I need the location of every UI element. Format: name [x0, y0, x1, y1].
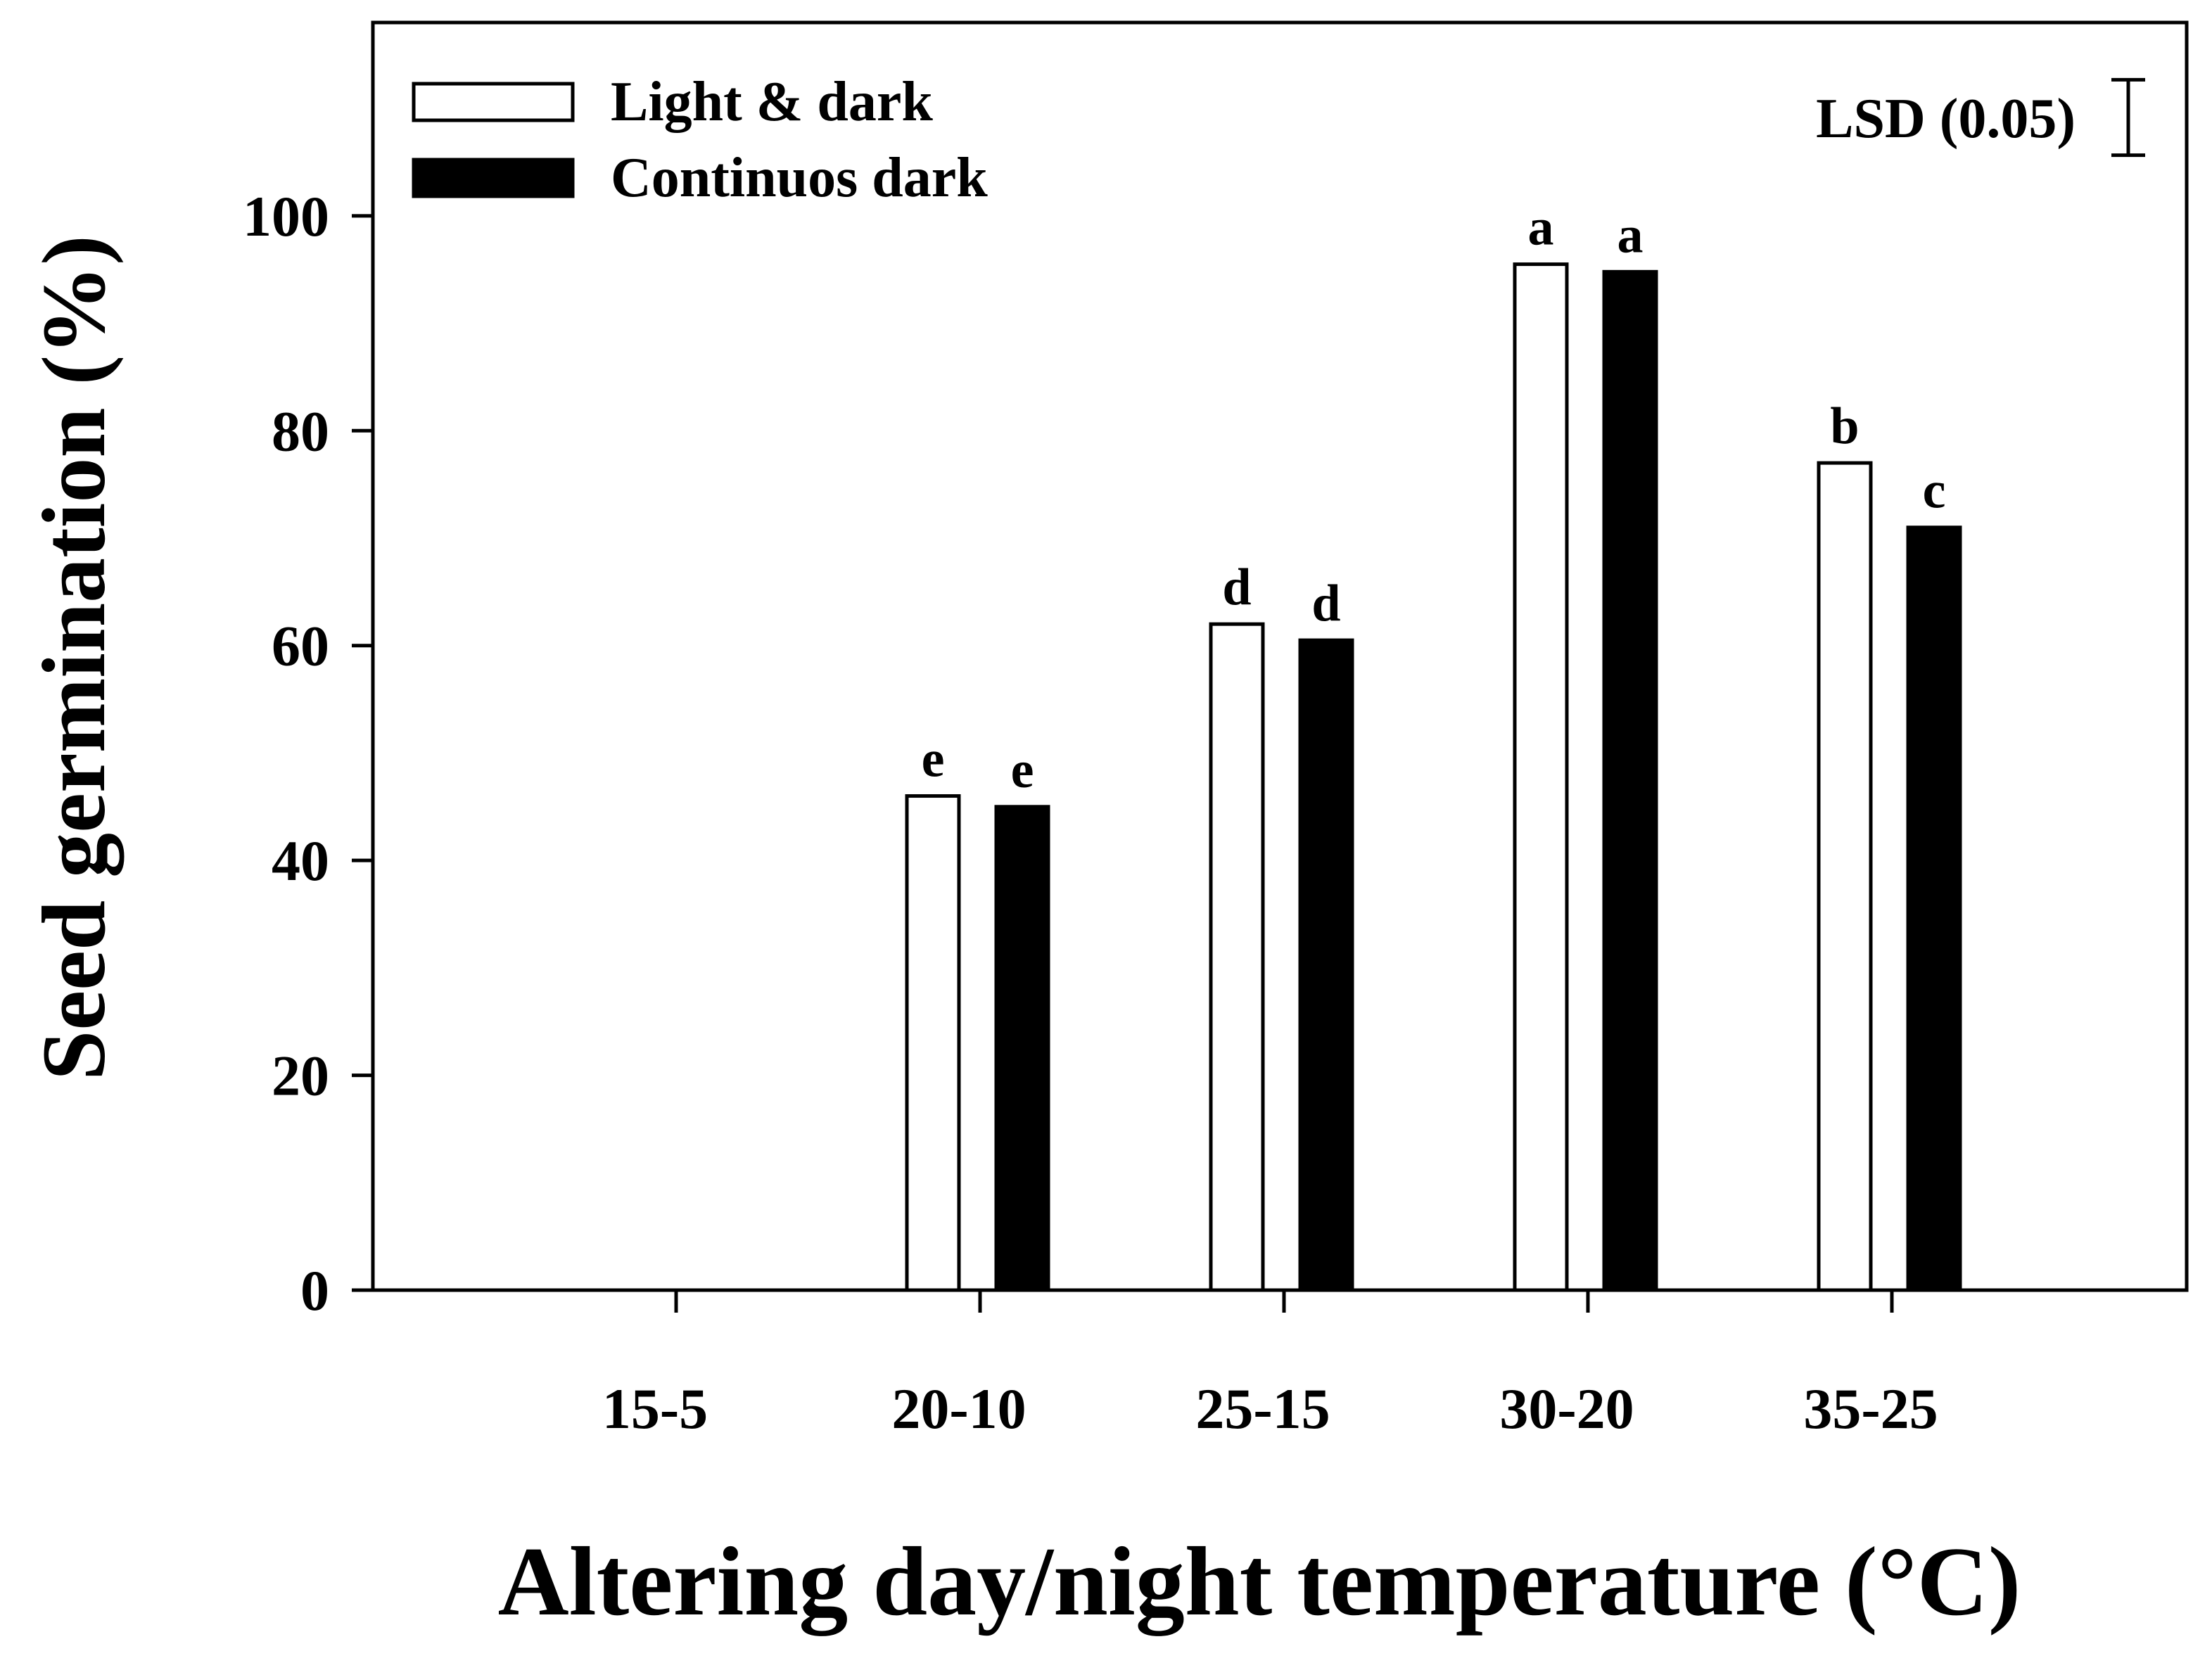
legend-swatch: [412, 158, 575, 198]
legend-label: Light & dark: [611, 71, 933, 133]
significance-letter: d: [1222, 559, 1251, 616]
significance-letter: c: [1923, 462, 1946, 520]
bars: e d a b e d a c: [905, 199, 1962, 1292]
y-tick-label: 100: [243, 184, 329, 248]
y-axis: 0 20 40 60 80 100: [243, 184, 373, 1322]
plot-frame: [371, 20, 2189, 1292]
significance-letter: e: [922, 731, 945, 789]
x-axis-title: Altering day/night temperature (°C): [498, 1527, 2021, 1636]
significance-letter: e: [1011, 741, 1034, 799]
bar-light-dark: [905, 794, 961, 1292]
lsd-label: LSD (0.05): [1816, 88, 2076, 150]
x-tick-label: 25-15: [1195, 1377, 1330, 1441]
bar-continuous-dark: [994, 805, 1050, 1292]
y-tick-label: 0: [300, 1258, 329, 1322]
significance-letter: d: [1311, 575, 1340, 632]
bar-continuous-dark: [1298, 638, 1354, 1292]
bar-light-dark: [1513, 262, 1569, 1292]
legend: Light & dark Continuos dark: [412, 71, 988, 209]
x-tick-label: 30-20: [1499, 1377, 1634, 1441]
plot-border: [371, 20, 2189, 1292]
bar-continuous-dark: [1602, 269, 1658, 1292]
legend-label: Continuos dark: [611, 147, 988, 209]
bar-light-dark: [1817, 461, 1873, 1292]
x-tick-label: 15-5: [602, 1377, 708, 1441]
x-axis: 15-5 20-10 25-15 30-20 35-25: [602, 1290, 1938, 1441]
bar-continuous-dark: [1906, 525, 1962, 1292]
y-tick-label: 80: [272, 399, 329, 463]
significance-letter: a: [1528, 199, 1554, 257]
x-tick-label: 35-25: [1803, 1377, 1938, 1441]
legend-swatch: [412, 82, 575, 122]
y-axis-title: Seed germination (%): [24, 235, 124, 1081]
x-tick-label: 20-10: [891, 1377, 1026, 1441]
y-tick-label: 60: [272, 614, 329, 678]
y-tick-label: 40: [272, 829, 329, 893]
y-tick-label: 20: [272, 1044, 329, 1108]
significance-letter: a: [1617, 206, 1644, 264]
significance-letter: b: [1830, 397, 1859, 455]
bar-light-dark: [1209, 622, 1265, 1292]
lsd-indicator: LSD (0.05): [1816, 77, 2145, 158]
